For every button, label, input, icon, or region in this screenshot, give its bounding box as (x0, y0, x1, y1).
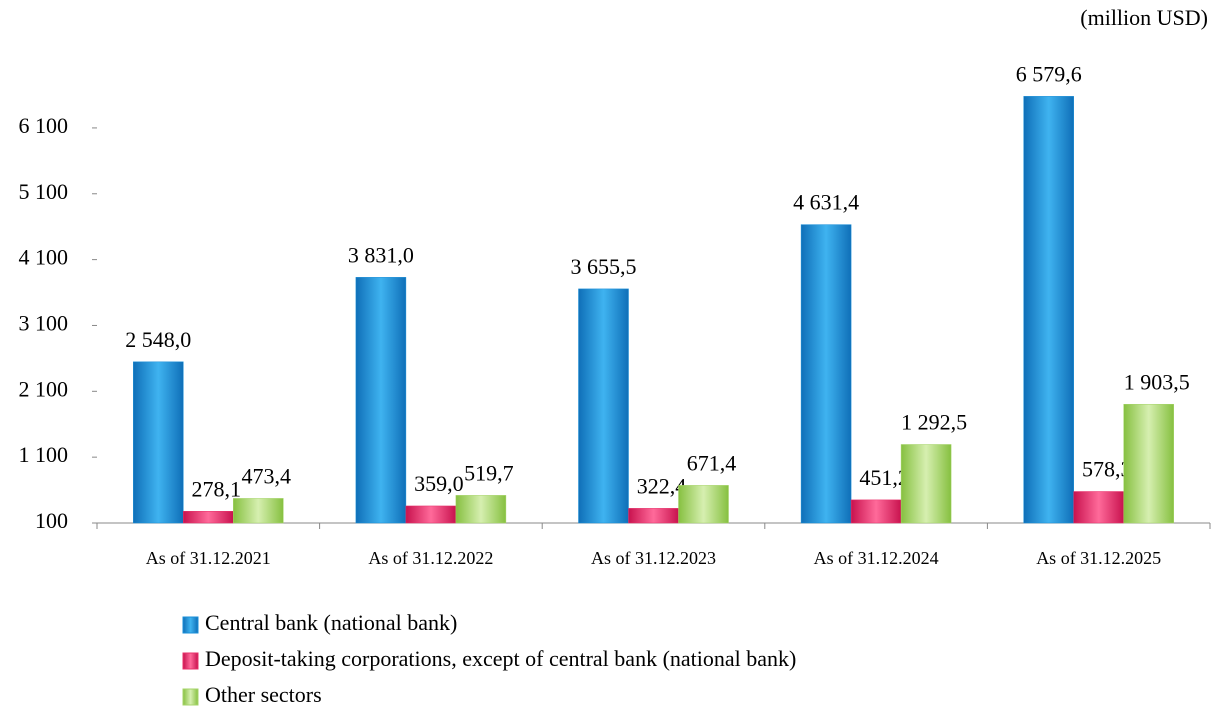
y-tick-label: 5 100 (19, 179, 69, 204)
bar (900, 444, 952, 524)
bar (800, 224, 852, 524)
bar (455, 495, 507, 524)
value-label: 451,2 (859, 465, 909, 490)
unit-label: (million USD) (1080, 5, 1208, 30)
value-label: 519,7 (464, 460, 514, 485)
legend-swatch (182, 652, 199, 670)
value-label: 6 579,6 (1016, 61, 1082, 86)
y-tick-label: 100 (35, 508, 68, 533)
y-tick-label: 2 100 (19, 376, 69, 401)
bar (1123, 403, 1174, 524)
bar (133, 361, 184, 524)
value-label: 2 548,0 (125, 327, 191, 352)
bar (1023, 96, 1074, 524)
value-label: 3 655,5 (571, 254, 637, 279)
y-tick-label: 4 100 (19, 245, 69, 270)
legend-label: Deposit-taking corporations, except of c… (205, 646, 796, 671)
x-tick-label: As of 31.12.2021 (146, 548, 271, 568)
bar (405, 505, 457, 524)
bar (355, 277, 407, 524)
x-tick-label: As of 31.12.2023 (591, 548, 716, 568)
legend-label: Other sectors (205, 682, 322, 707)
x-tick-label: As of 31.12.2024 (814, 548, 939, 568)
bar (678, 485, 729, 524)
value-label: 578,3 (1082, 457, 1132, 482)
value-label: 3 831,0 (348, 242, 414, 267)
bar (183, 511, 234, 524)
legend-swatch (182, 688, 199, 706)
bar (1073, 491, 1124, 524)
value-label: 1 903,5 (1124, 369, 1190, 394)
legend-label: Central bank (national bank) (205, 610, 457, 635)
value-label: 278,1 (192, 476, 242, 501)
value-label: 1 292,5 (901, 410, 967, 435)
y-tick-label: 3 100 (19, 311, 69, 336)
bar (233, 498, 284, 524)
value-label: 4 631,4 (793, 190, 859, 215)
value-label: 322,4 (637, 473, 687, 498)
bar (628, 508, 679, 524)
x-tick-label: As of 31.12.2022 (368, 548, 493, 568)
value-label: 359,0 (414, 471, 464, 496)
value-label: 671,4 (687, 450, 737, 475)
y-tick-label: 6 100 (19, 113, 69, 138)
bar (578, 288, 629, 524)
x-tick-label: As of 31.12.2025 (1036, 548, 1161, 568)
bar (850, 499, 902, 524)
legend-swatch (182, 616, 199, 634)
value-label: 473,4 (242, 463, 292, 488)
y-tick-label: 1 100 (19, 442, 69, 467)
